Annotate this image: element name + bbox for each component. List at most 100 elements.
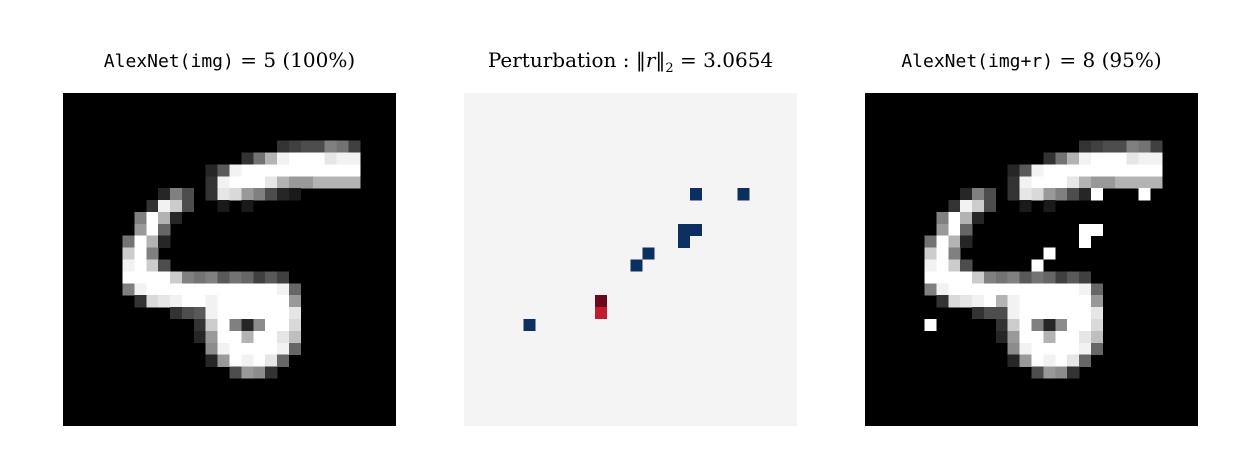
digit-pixel (205, 330, 218, 343)
digit-pixel (1090, 188, 1104, 201)
digit-pixel (1019, 307, 1032, 320)
digit-pixel (229, 295, 242, 308)
confidence-value: (100%) (282, 48, 356, 72)
digit-pixel (1114, 164, 1127, 177)
digit-pixel (983, 188, 997, 201)
digit-pixel (253, 152, 266, 165)
digit-pixel (1007, 271, 1020, 284)
digit-pixel (1031, 271, 1044, 284)
digit-pixel (134, 271, 147, 284)
digit-pixel (1090, 223, 1104, 236)
digit-pixel (241, 330, 254, 343)
digit-pixel (1114, 176, 1127, 189)
digit-pixel (277, 188, 290, 201)
digit-pixel (241, 188, 254, 201)
digit-pixel (1138, 176, 1151, 189)
digit-pixel (205, 271, 218, 284)
digit-pixel (134, 247, 147, 260)
digit-pixel (1007, 295, 1020, 308)
digit-pixel (146, 211, 159, 225)
digit-pixel (277, 152, 290, 165)
digit-pixel (983, 307, 997, 320)
digit-pixel (229, 176, 242, 189)
digit-pixel (960, 223, 973, 236)
digit-pixel (205, 318, 218, 332)
digit-pixel (1079, 307, 1092, 320)
digit-pixel (1079, 235, 1092, 248)
digit-pixel (936, 271, 949, 284)
digit-pixel (1138, 164, 1151, 177)
digit-pixel (241, 318, 254, 332)
digit-pixel (936, 247, 949, 260)
perturbation-pixel-positive (594, 295, 607, 308)
digit-pixel (241, 366, 254, 379)
digit-pixel (134, 235, 147, 248)
digit-pixel (948, 283, 961, 296)
norm-value: 3.0654 (703, 48, 774, 72)
digit-pixel (1150, 140, 1163, 153)
digit-pixel (1043, 188, 1056, 201)
digit-pixel (1114, 140, 1127, 153)
digit-pixel (134, 259, 147, 272)
digit-pixel (146, 200, 159, 213)
digit-pixel (924, 247, 937, 260)
digit-pixel (217, 330, 230, 343)
digit-pixel (193, 295, 206, 308)
equals-sign: = (1059, 48, 1077, 72)
digit-pixel (241, 342, 254, 355)
digit-pixel (158, 188, 171, 201)
digit-pixel (193, 318, 206, 332)
panel-perturbation-title: Perturbation : ‖r‖2 = 3.0654 (487, 48, 774, 76)
digit-pixel (983, 283, 997, 296)
digit-pixel (960, 295, 973, 308)
digit-pixel (948, 259, 961, 272)
digit-pixel (348, 176, 361, 189)
digit-pixel (181, 283, 195, 296)
digit-pixel (1043, 307, 1056, 320)
digit-pixel (265, 307, 278, 320)
digit-pixel (241, 307, 254, 320)
digit-pixel (1031, 318, 1044, 332)
digit-pixel (253, 366, 266, 379)
digit-pixel (122, 235, 135, 248)
digit-pixel (1019, 295, 1032, 308)
digit-pixel (217, 307, 230, 320)
digit-pixel (229, 307, 242, 320)
digit-pixel (265, 271, 278, 284)
digit-pixel (241, 283, 254, 296)
digit-pixel (217, 318, 230, 332)
digit-pixel (229, 271, 242, 284)
digit-pixel (288, 307, 302, 320)
digit-pixel (1055, 164, 1068, 177)
digit-pixel (336, 152, 349, 165)
digit-pixel (205, 354, 218, 367)
digit-pixel (1126, 176, 1139, 189)
digit-pixel (936, 235, 949, 248)
digit-pixel (1007, 164, 1020, 177)
digit-pixel (960, 283, 973, 296)
digit-pixel (1090, 318, 1104, 332)
digit-pixel (1102, 164, 1115, 177)
digit-pixel (158, 295, 171, 308)
digit-pixel (1055, 342, 1068, 355)
digit-pixel (1007, 176, 1020, 189)
digit-pixel (1067, 271, 1080, 284)
digit-pixel (1019, 318, 1032, 332)
digit-pixel (1043, 247, 1056, 260)
original-digit-image (63, 93, 396, 426)
digit-pixel (960, 211, 973, 225)
digit-pixel (1043, 200, 1056, 213)
digit-pixel (312, 152, 325, 165)
digit-pixel (1055, 330, 1068, 343)
digit-pixel (241, 200, 254, 213)
digit-pixel (1031, 342, 1044, 355)
digit-pixel (1067, 307, 1080, 320)
digit-pixel (122, 247, 135, 260)
digit-pixel (253, 342, 266, 355)
digit-pixel (146, 295, 159, 308)
equals-sign: = (680, 48, 697, 72)
digit-pixel (277, 283, 290, 296)
digit-pixel (924, 318, 937, 332)
digit-pixel (265, 188, 278, 201)
digit-pixel (1079, 223, 1092, 236)
